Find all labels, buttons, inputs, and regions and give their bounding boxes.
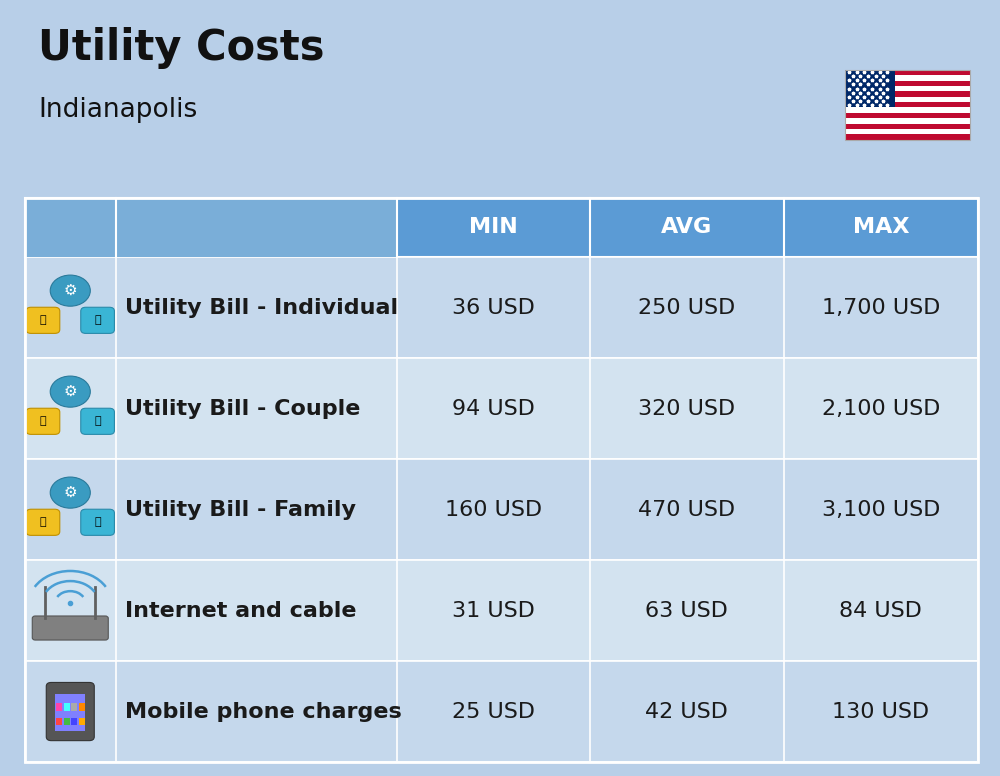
FancyBboxPatch shape [56,704,62,712]
Circle shape [50,275,90,307]
FancyBboxPatch shape [81,408,114,435]
FancyBboxPatch shape [25,198,397,257]
FancyBboxPatch shape [845,123,970,129]
Text: 36 USD: 36 USD [452,298,535,317]
Text: 25 USD: 25 USD [452,702,535,722]
FancyBboxPatch shape [46,682,94,740]
FancyBboxPatch shape [71,718,77,726]
FancyBboxPatch shape [845,102,970,107]
Text: Indianapolis: Indianapolis [38,97,197,123]
Text: 84 USD: 84 USD [839,601,922,621]
FancyBboxPatch shape [55,695,85,731]
FancyBboxPatch shape [845,86,970,92]
Text: Utility Costs: Utility Costs [38,27,324,69]
FancyBboxPatch shape [845,134,970,140]
Text: 130 USD: 130 USD [832,702,929,722]
Text: 🔌: 🔌 [40,416,46,426]
FancyBboxPatch shape [845,118,970,123]
Text: MIN: MIN [469,217,518,237]
FancyBboxPatch shape [25,560,978,661]
Text: 320 USD: 320 USD [638,399,735,418]
Text: 63 USD: 63 USD [645,601,728,621]
Text: 42 USD: 42 USD [645,702,728,722]
FancyBboxPatch shape [845,107,970,113]
Text: 🚿: 🚿 [94,416,101,426]
FancyBboxPatch shape [32,616,108,640]
Text: 2,100 USD: 2,100 USD [822,399,940,418]
FancyBboxPatch shape [845,129,970,134]
FancyBboxPatch shape [26,307,60,334]
FancyBboxPatch shape [71,704,77,712]
FancyBboxPatch shape [81,509,114,535]
FancyBboxPatch shape [26,408,60,435]
Text: ⚙: ⚙ [63,283,77,298]
Text: Utility Bill - Family: Utility Bill - Family [125,500,356,520]
FancyBboxPatch shape [845,113,970,118]
Text: 250 USD: 250 USD [638,298,735,317]
FancyBboxPatch shape [25,198,978,257]
FancyBboxPatch shape [25,459,978,560]
FancyBboxPatch shape [845,75,970,81]
Text: 3,100 USD: 3,100 USD [822,500,940,520]
Text: AVG: AVG [661,217,712,237]
FancyBboxPatch shape [26,509,60,535]
FancyBboxPatch shape [845,81,970,86]
FancyBboxPatch shape [79,718,85,726]
FancyBboxPatch shape [79,704,85,712]
FancyBboxPatch shape [845,70,970,75]
FancyBboxPatch shape [56,718,62,726]
Circle shape [50,477,90,508]
Text: MAX: MAX [853,217,909,237]
FancyBboxPatch shape [81,307,114,334]
Text: Utility Bill - Couple: Utility Bill - Couple [125,399,360,418]
FancyBboxPatch shape [64,704,70,712]
Text: ⚙: ⚙ [63,384,77,399]
Text: ⚙: ⚙ [63,485,77,500]
FancyBboxPatch shape [25,358,978,459]
Text: 94 USD: 94 USD [452,399,535,418]
FancyBboxPatch shape [64,718,70,726]
FancyBboxPatch shape [845,92,970,97]
Text: Utility Bill - Individual: Utility Bill - Individual [125,298,398,317]
Text: 🚿: 🚿 [94,315,101,325]
FancyBboxPatch shape [845,70,895,107]
Text: 🚿: 🚿 [94,518,101,528]
Text: 470 USD: 470 USD [638,500,735,520]
Text: 1,700 USD: 1,700 USD [822,298,940,317]
Text: 🔌: 🔌 [40,315,46,325]
FancyBboxPatch shape [25,661,978,762]
FancyBboxPatch shape [25,257,978,358]
Text: 31 USD: 31 USD [452,601,535,621]
Circle shape [50,376,90,407]
Text: 🔌: 🔌 [40,518,46,528]
Text: 160 USD: 160 USD [445,500,542,520]
Text: Mobile phone charges: Mobile phone charges [125,702,402,722]
Text: Internet and cable: Internet and cable [125,601,357,621]
FancyBboxPatch shape [845,97,970,102]
